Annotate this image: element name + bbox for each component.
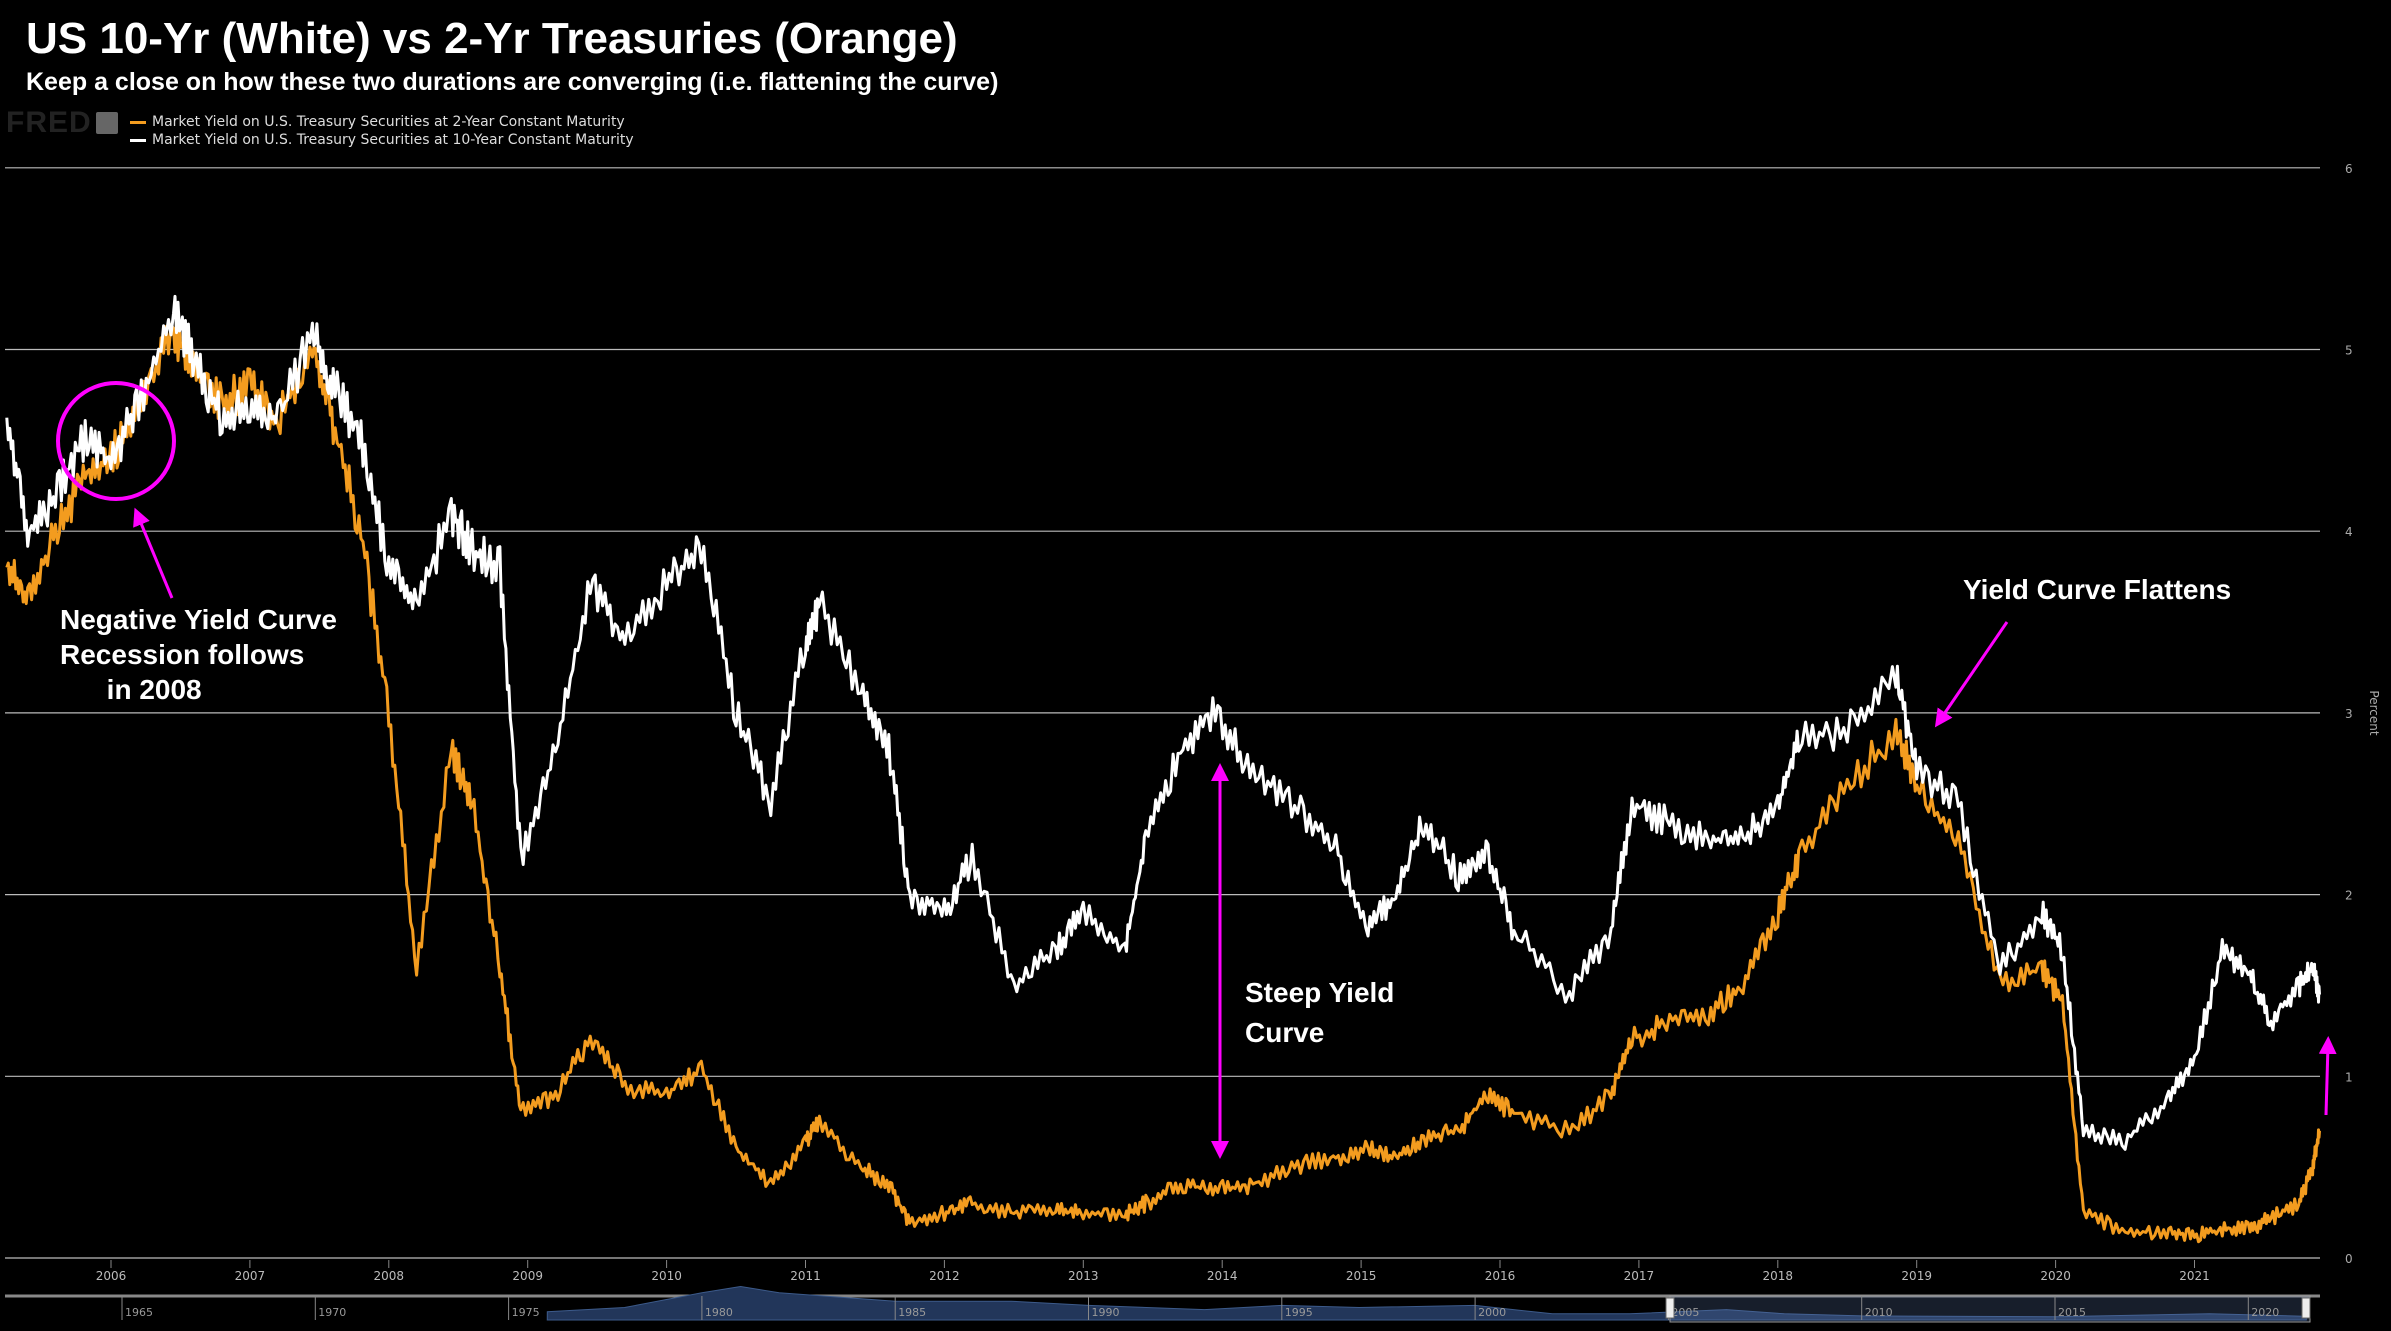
- y-tick-label: 6: [2345, 162, 2353, 176]
- x-tick-label: 2011: [790, 1269, 821, 1283]
- x-tick-label: 2008: [374, 1269, 405, 1283]
- x-tick-label: 2020: [2040, 1269, 2071, 1283]
- y-tick-label: 0: [2345, 1252, 2353, 1266]
- legend-label: Market Yield on U.S. Treasury Securities…: [152, 114, 625, 130]
- y-axis-label: Percent: [2367, 690, 2381, 735]
- legend-item-10yr: Market Yield on U.S. Treasury Securities…: [130, 132, 634, 148]
- x-tick-label: 2006: [96, 1269, 127, 1283]
- navigator-tick-label: 1970: [318, 1306, 346, 1319]
- y-tick-label: 2: [2345, 889, 2353, 903]
- annotation-curve-flattens: Yield Curve Flattens: [1963, 574, 2232, 605]
- legend-swatch-orange: [130, 120, 146, 124]
- legend-item-2yr: Market Yield on U.S. Treasury Securities…: [130, 114, 625, 130]
- navigator-tick-label: 2010: [1865, 1306, 1893, 1319]
- navigator-tick-label: 1995: [1285, 1306, 1313, 1319]
- chart-title: US 10-Yr (White) vs 2-Yr Treasuries (Ora…: [26, 14, 958, 63]
- fred-logo: FRED: [6, 106, 92, 139]
- highlight-circle: [56, 381, 176, 501]
- x-tick-label: 2019: [1901, 1269, 1932, 1283]
- navigator-tick-label: 1985: [898, 1306, 926, 1319]
- legend-swatch-white: [130, 138, 146, 142]
- navigator-tick-label: 1980: [705, 1306, 733, 1319]
- annotation-negative-curve: Negative Yield Curve Recession follows i…: [60, 604, 338, 705]
- arrow-curve-flattens: [1934, 621, 2009, 728]
- navigator-tick-label: 1965: [125, 1306, 153, 1319]
- navigator-tick-label: 1990: [1092, 1306, 1120, 1319]
- x-tick-label: 2014: [1207, 1269, 1238, 1283]
- chart-subtitle: Keep a close on how these two durations …: [26, 68, 999, 96]
- annotation-steep-curve: Steep Yield Curve: [1245, 977, 1395, 1048]
- navigator-tick-label: 1975: [512, 1306, 540, 1319]
- series-line-10yr: [5, 294, 2322, 1151]
- navigator-tick-label: 2005: [1671, 1306, 1699, 1319]
- x-tick-label: 2021: [2179, 1269, 2210, 1283]
- navigator-series-area: [546, 1285, 2307, 1321]
- x-tick-label: 2007: [235, 1269, 266, 1283]
- x-tick-label: 2015: [1346, 1269, 1377, 1283]
- series-line-2yr: [5, 318, 2322, 1244]
- navigator-selection: [1669, 1295, 2311, 1323]
- chart-icon: [96, 112, 118, 134]
- legend-label: Market Yield on U.S. Treasury Securities…: [152, 132, 634, 148]
- arrow-recent-rise: [2318, 1036, 2337, 1116]
- navigator-handle-left[interactable]: [1665, 1297, 1675, 1319]
- navigator-handle-right[interactable]: [2301, 1297, 2311, 1319]
- x-tick-label: 2017: [1624, 1269, 1655, 1283]
- x-tick-label: 2010: [651, 1269, 682, 1283]
- navigator-tick-label: 2015: [2058, 1306, 2086, 1319]
- x-tick-label: 2013: [1068, 1269, 1099, 1283]
- x-tick-label: 2018: [1763, 1269, 1794, 1283]
- arrow-negative-curve: [133, 507, 174, 599]
- y-tick-label: 4: [2345, 525, 2353, 539]
- navigator-tick-label: 2020: [2251, 1306, 2279, 1319]
- x-tick-label: 2009: [512, 1269, 543, 1283]
- x-tick-label: 2012: [929, 1269, 960, 1283]
- y-tick-label: 5: [2345, 344, 2353, 358]
- navigator-tick-label: 2000: [1478, 1306, 1506, 1319]
- x-tick-label: 2016: [1485, 1269, 1516, 1283]
- y-tick-label: 3: [2345, 707, 2353, 721]
- y-tick-label: 1: [2345, 1070, 2353, 1084]
